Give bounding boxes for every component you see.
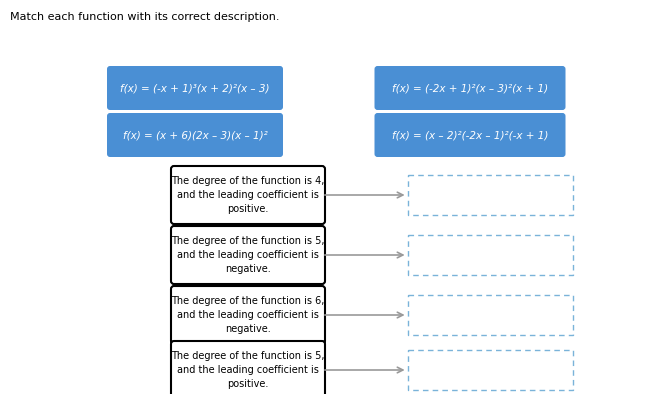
Text: The degree of the function is 5,
and the leading coefficient is
positive.: The degree of the function is 5, and the… — [171, 351, 325, 389]
Text: The degree of the function is 6,
and the leading coefficient is
negative.: The degree of the function is 6, and the… — [171, 296, 325, 334]
FancyBboxPatch shape — [408, 235, 572, 275]
FancyBboxPatch shape — [408, 295, 572, 335]
Text: Match each function with its correct description.: Match each function with its correct des… — [10, 12, 279, 22]
Text: The degree of the function is 5,
and the leading coefficient is
negative.: The degree of the function is 5, and the… — [171, 236, 325, 274]
FancyBboxPatch shape — [374, 113, 566, 157]
FancyBboxPatch shape — [107, 113, 283, 157]
FancyBboxPatch shape — [171, 226, 325, 284]
FancyBboxPatch shape — [171, 341, 325, 394]
FancyBboxPatch shape — [374, 66, 566, 110]
FancyBboxPatch shape — [408, 175, 572, 215]
Text: f(x) = (x + 6)(2x – 3)(x – 1)²: f(x) = (x + 6)(2x – 3)(x – 1)² — [123, 130, 267, 140]
FancyBboxPatch shape — [171, 166, 325, 224]
FancyBboxPatch shape — [171, 286, 325, 344]
FancyBboxPatch shape — [408, 350, 572, 390]
Text: f(x) = (x – 2)²(-2x – 1)²(-x + 1): f(x) = (x – 2)²(-2x – 1)²(-x + 1) — [392, 130, 548, 140]
Text: f(x) = (-2x + 1)²(x – 3)²(x + 1): f(x) = (-2x + 1)²(x – 3)²(x + 1) — [392, 83, 548, 93]
Text: The degree of the function is 4,
and the leading coefficient is
positive.: The degree of the function is 4, and the… — [171, 176, 325, 214]
FancyBboxPatch shape — [107, 66, 283, 110]
Text: f(x) = (-x + 1)³(x + 2)²(x – 3): f(x) = (-x + 1)³(x + 2)²(x – 3) — [120, 83, 269, 93]
